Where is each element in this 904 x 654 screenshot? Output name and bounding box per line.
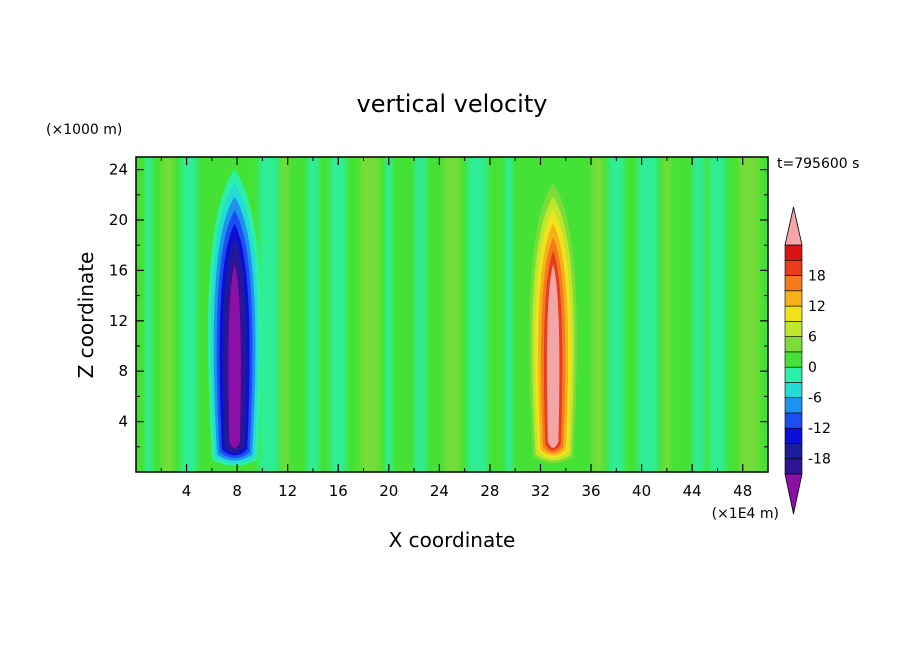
- colorbar-segment: [784, 366, 803, 383]
- x-tick-label: 20: [379, 482, 398, 500]
- colorbar-label: 6: [808, 330, 817, 346]
- y-tick-label: 24: [109, 161, 128, 179]
- x-axis-label: X coordinate: [389, 528, 516, 552]
- y-tick-label: 16: [109, 261, 128, 279]
- x-tick-label: 12: [278, 482, 297, 500]
- x-tick-label: 36: [581, 482, 600, 500]
- x-tick-label: 4: [182, 482, 192, 500]
- time-label: t=795600 s: [777, 156, 859, 172]
- velocity-streak: [161, 157, 174, 472]
- x-tick-label: 8: [232, 482, 242, 500]
- velocity-streak: [739, 157, 760, 472]
- y-axis: 4 8 12 16 20 24: [109, 161, 768, 448]
- plot-frame: [135, 156, 769, 473]
- velocity-streak: [384, 157, 393, 472]
- colorbar-segment: [784, 351, 803, 368]
- x-axis: 4 8 12 16 20 24 28 32 36 40 44 48: [160, 157, 752, 500]
- colorbar-segment: [784, 244, 803, 261]
- velocity-streak: [144, 157, 153, 472]
- y-tick-label: 20: [109, 211, 128, 229]
- velocity-features: [207, 169, 580, 466]
- chart-title: vertical velocity: [357, 90, 548, 118]
- velocity-streak: [709, 157, 726, 472]
- colorbar-segment: [784, 259, 803, 276]
- velocity-streak: [444, 157, 460, 472]
- colorbar-under-arrow: [784, 473, 803, 515]
- colorbar-over-arrow: [784, 206, 803, 246]
- velocity-streak: [608, 157, 625, 472]
- y-axis-label: Z coordinate: [74, 252, 98, 379]
- colorbar-segment: [784, 275, 803, 292]
- y-tick-label: 12: [109, 312, 128, 330]
- plot-area: [136, 157, 768, 472]
- velocity-streak: [637, 157, 658, 472]
- colorbar-segment: [784, 458, 803, 475]
- velocity-streak: [591, 157, 604, 472]
- x-tick-label: 16: [329, 482, 348, 500]
- x-tick-label: 48: [733, 482, 752, 500]
- y-tick-label: 8: [118, 362, 128, 380]
- y-tick-label: 4: [118, 413, 128, 431]
- velocity-streak: [258, 157, 279, 472]
- y-unit-label: (×1000 m): [46, 122, 122, 138]
- colorbar-segment: [784, 443, 803, 460]
- colorbar-segment: [784, 382, 803, 398]
- background-streaks: [144, 157, 760, 472]
- colorbar-label: 18: [808, 269, 826, 285]
- colorbar-label: -18: [808, 452, 831, 468]
- velocity-streak: [662, 157, 671, 472]
- velocity-streak: [330, 157, 347, 472]
- velocity-streak: [306, 157, 319, 472]
- colorbar-segment: [784, 290, 803, 307]
- x-unit-label: (×1E4 m): [712, 506, 779, 522]
- velocity-streak: [692, 157, 705, 472]
- velocity-streak: [181, 157, 198, 472]
- colorbar-label: 12: [808, 299, 826, 315]
- x-tick-label: 40: [632, 482, 651, 500]
- colorbar-segment: [784, 321, 803, 337]
- colorbar-segment: [784, 305, 803, 322]
- colorbar-segment: [784, 412, 803, 429]
- colorbar-segment: [784, 397, 803, 414]
- velocity-streak: [467, 157, 488, 472]
- velocity-streak: [359, 157, 380, 472]
- x-tick-label: 32: [531, 482, 550, 500]
- x-tick-label: 24: [430, 482, 449, 500]
- velocity-streak: [504, 157, 513, 472]
- velocity-streak: [281, 157, 290, 472]
- downdraft-band: [228, 264, 241, 448]
- updraft-band: [546, 264, 560, 448]
- colorbar-label: -12: [808, 421, 831, 437]
- velocity-streak: [414, 157, 427, 472]
- x-tick-label: 28: [480, 482, 499, 500]
- colorbar-label: 0: [808, 360, 817, 376]
- colorbar-segment: [784, 427, 803, 444]
- colorbar-label: -6: [808, 391, 822, 407]
- x-tick-label: 44: [683, 482, 702, 500]
- colorbar-segment: [784, 336, 803, 353]
- colorbar: -18 -12 -6 0 6 12 18: [784, 206, 831, 515]
